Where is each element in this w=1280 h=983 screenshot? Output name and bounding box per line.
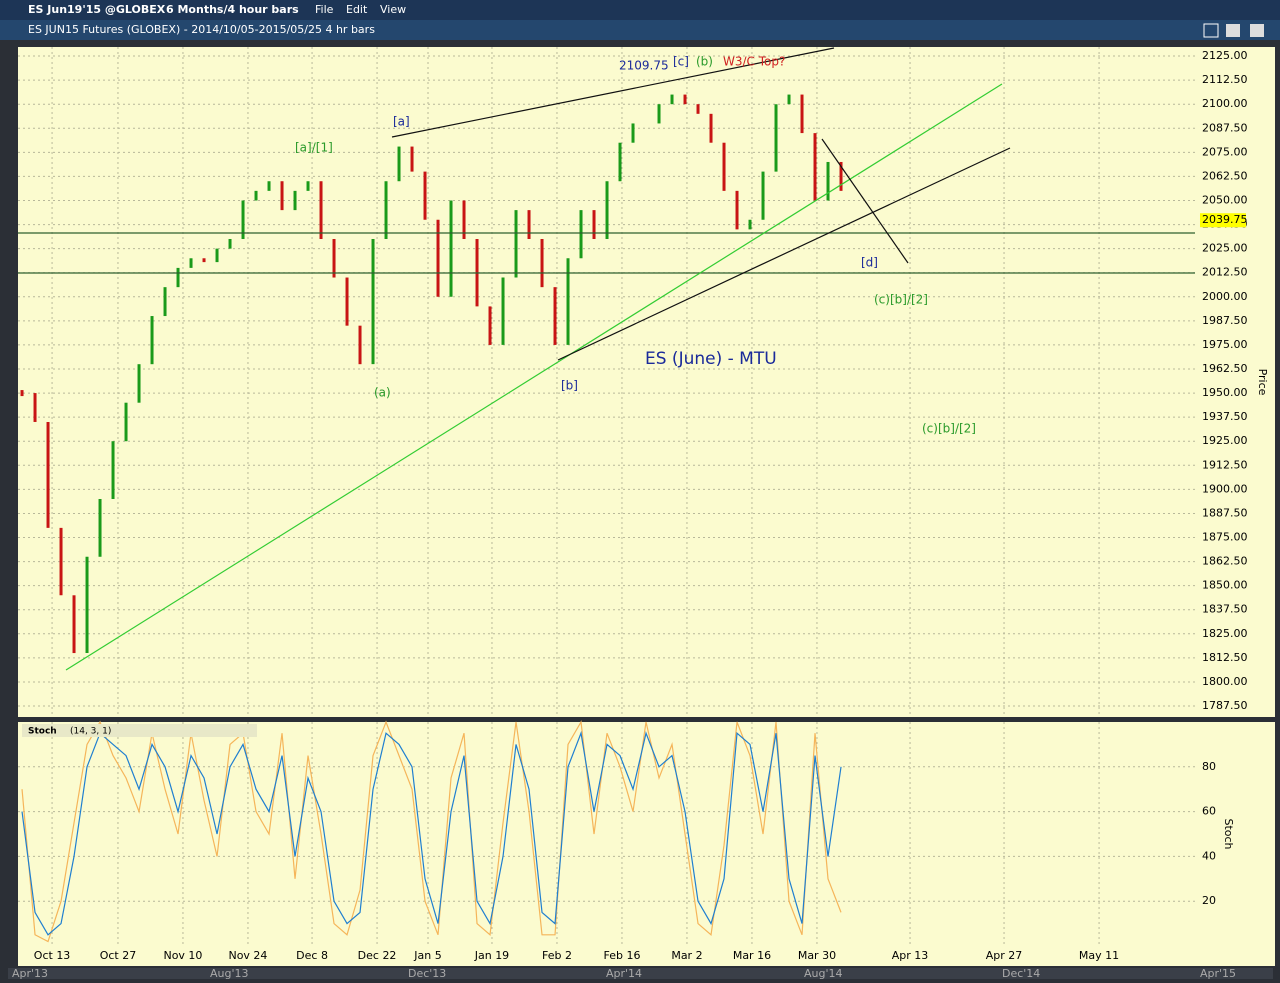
annotation: [d] [861,256,878,270]
plot-layer: 1787.50 1800.00 1812.50 1825.00 1837.50 1850.… [12,47,1248,980]
x-tick-label: Mar 2 [671,949,702,962]
x-tick-label: Feb 16 [603,949,640,962]
scrollbar-label: Dec'14 [1002,967,1040,980]
title-bar [0,20,1280,40]
y-tick-label: 1975.00 [1202,338,1248,351]
scrollbar-label: Apr'13 [12,967,48,980]
scrollbar-label: Apr'15 [1200,967,1236,980]
chart-title: ES (June) - MTU [645,349,777,369]
y-tick-label: 40 [1202,849,1216,862]
window-title: ES JUN15 Futures (GLOBEX) - 2014/10/05-2… [28,23,375,36]
y-tick-label: 1800.00 [1202,675,1248,688]
y-tick-label: 2087.50 [1202,121,1248,134]
indicator-name: Stoch [28,727,57,737]
annotation: (b) [696,55,713,69]
annotation: (c)[b]/[2] [922,422,976,436]
stoch-legend [22,724,257,737]
price-plot [18,47,1195,717]
stoch-axis [1195,722,1275,946]
trend-line [557,147,1011,361]
y-tick-label: 2012.50 [1202,266,1248,279]
y-tick-label: 1925.00 [1202,434,1248,447]
y-tick-label: 1887.50 [1202,506,1248,519]
menu-item[interactable]: File [315,3,334,16]
indicator-params: (14, 3, 1) [70,727,111,737]
x-tick-label: Apr 13 [892,949,929,962]
y-tick-label: 60 [1202,805,1216,818]
annotation: W3/C Top? [723,55,785,69]
x-tick-label: Nov 24 [228,949,267,962]
x-tick-label: Apr 27 [986,949,1023,962]
y-tick-label: 1912.50 [1202,458,1248,471]
x-tick-label: Feb 2 [542,949,572,962]
time-axis [18,946,1275,966]
y-tick-label: 1825.00 [1202,627,1248,640]
scrollbar-label: Aug'13 [210,967,249,980]
scrollbar-label: Aug'14 [804,967,843,980]
x-tick-label: Jan 19 [474,949,509,962]
x-tick-label: Jan 5 [413,949,441,962]
y-tick-label: 1812.50 [1202,651,1248,664]
y-tick-label: 1987.50 [1202,314,1248,327]
y-tick-label: 1875.00 [1202,531,1248,544]
y-tick-label: 2112.50 [1202,73,1248,86]
y-tick-label: 2100.00 [1202,97,1248,110]
scrollbar-label: Dec'13 [408,967,446,980]
annotation: 2109.75 [619,59,669,73]
scrollbar-label: Apr'14 [606,967,642,980]
y-tick-label: 1962.50 [1202,362,1248,375]
scrollbar[interactable] [8,968,1273,979]
close-button[interactable] [1250,24,1264,37]
y-tick-label: 1850.00 [1202,579,1248,592]
maximize-button[interactable] [1226,24,1240,37]
y-tick-label: 1862.50 [1202,555,1248,568]
y-tick-label: 2125.00 [1202,49,1248,62]
y-tick-label: 1950.00 [1202,386,1248,399]
x-tick-label: Nov 10 [163,949,202,962]
menu-item[interactable]: Edit [346,3,368,16]
y-axis-label: Price [1256,369,1269,396]
y-tick-label: 20 [1202,894,1216,907]
x-tick-label: Oct 27 [100,949,137,962]
x-tick-label: Mar 16 [733,949,771,962]
minimize-button[interactable] [1203,23,1219,38]
annotation: [b] [561,379,578,393]
y-tick-label: 1837.50 [1202,603,1248,616]
y-tick-label: 2050.00 [1202,193,1248,206]
y-tick-label: 2075.00 [1202,145,1248,158]
annotation: [c] [673,55,689,69]
annotation: (a) [374,386,391,400]
x-tick-label: Dec 22 [358,949,397,962]
y-tick-label: 2062.50 [1202,169,1248,182]
y-tick-label: 1787.50 [1202,699,1248,712]
y-tick-label: 1900.00 [1202,482,1248,495]
symbol-menu[interactable]: ES Jun19'15 @GLOBEX [28,3,166,16]
stoch-line [21,730,842,936]
y-tick-label: 80 [1202,760,1216,773]
menu-bar [0,0,1280,20]
y-axis-label: Stoch [1222,818,1235,849]
x-tick-label: Mar 30 [798,949,836,962]
y-tick-label: 2000.00 [1202,290,1248,303]
x-tick-label: Oct 13 [34,949,71,962]
last-price-box [1200,213,1246,228]
drawings [18,47,1195,671]
trend-line [391,47,835,138]
y-tick-label: 1937.50 [1202,410,1248,423]
stoch-plot [18,722,1195,946]
annotation: (c)[b]/[2] [874,293,928,307]
menu-item[interactable]: View [380,3,406,16]
trend-line [821,138,909,264]
last-price-label: 2039.75 [1202,213,1248,226]
stoch-line [21,720,842,943]
trend-line [65,83,1003,671]
x-tick-label: Dec 8 [296,949,328,962]
period-menu[interactable]: 6 Months/4 hour bars [166,3,299,16]
annotation: [a]/[1] [295,141,333,155]
price-axis [1195,47,1275,717]
annotation: [a] [393,115,410,129]
y-tick-label: 2025.00 [1202,242,1248,255]
x-tick-label: May 11 [1079,949,1119,962]
